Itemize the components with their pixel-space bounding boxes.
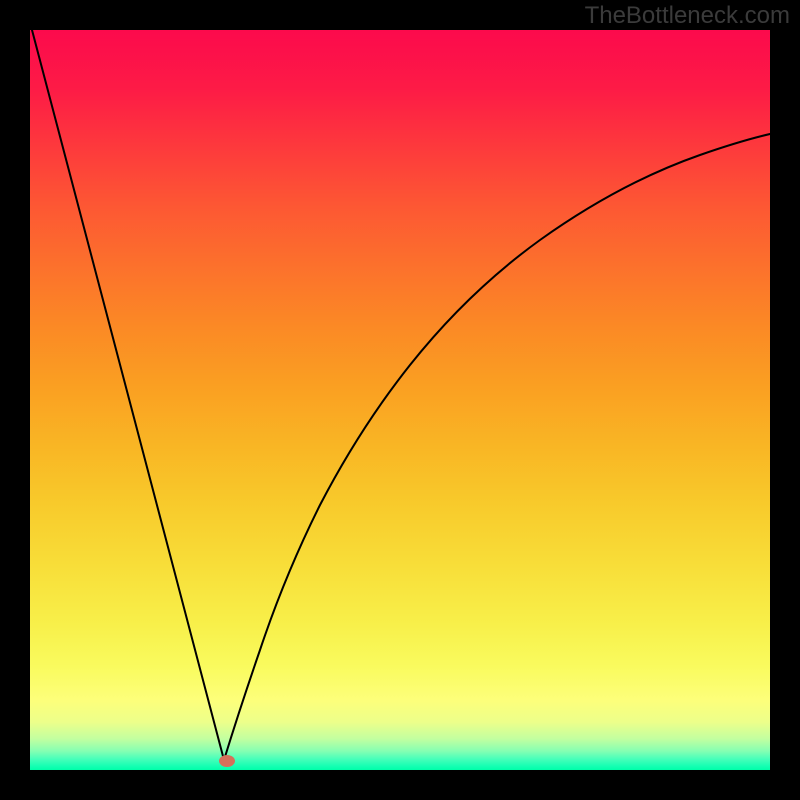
watermark-text: TheBottleneck.com: [585, 2, 790, 30]
chart-container: { "canvas": { "width": 800, "height": 80…: [0, 0, 800, 800]
minimum-marker: [219, 755, 235, 767]
gradient-background: [30, 30, 770, 770]
chart-svg: [0, 0, 800, 800]
